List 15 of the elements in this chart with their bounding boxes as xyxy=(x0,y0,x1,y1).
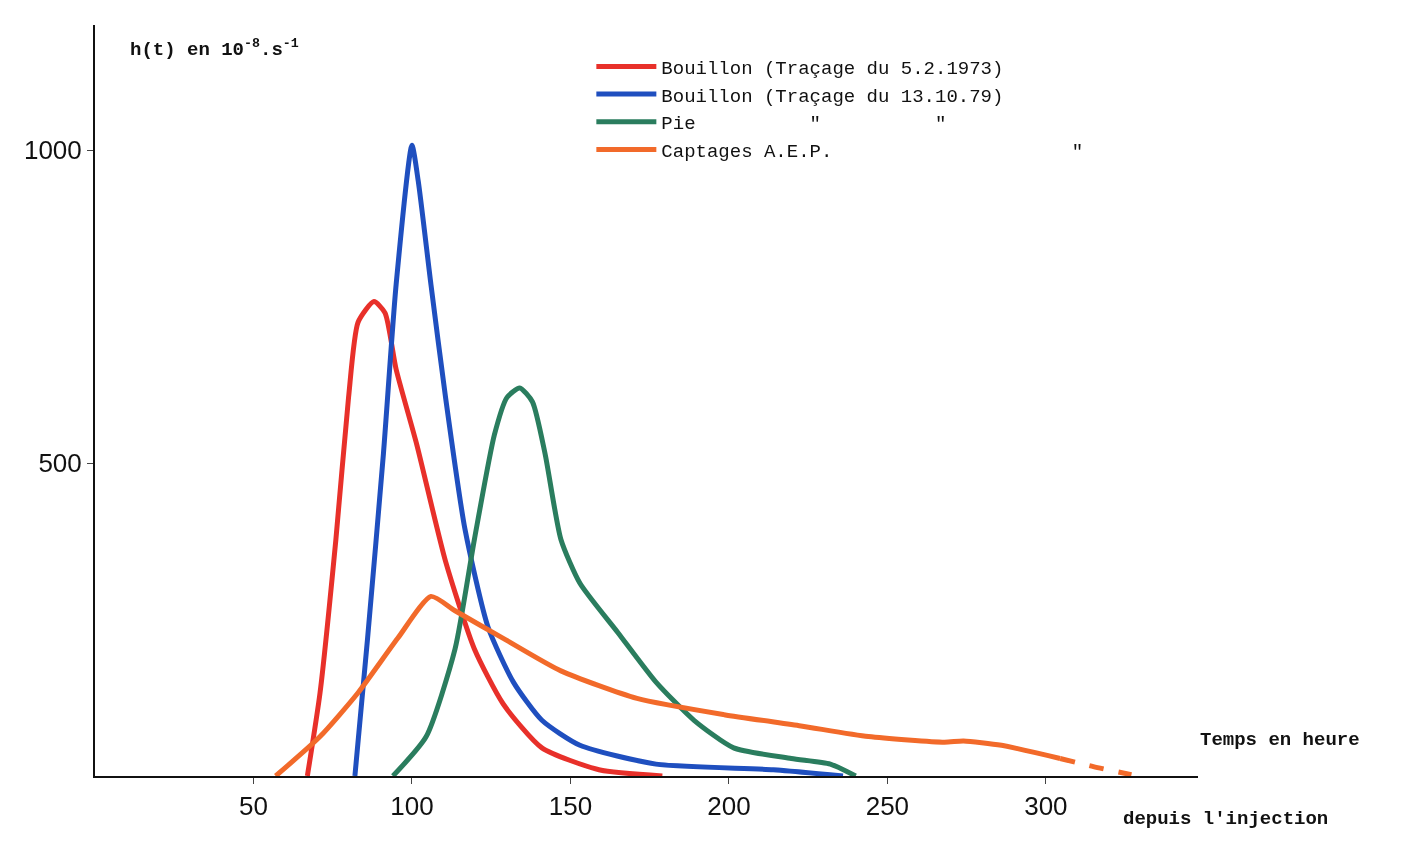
legend-label: Pie " " xyxy=(661,113,947,136)
x-tick-label: 50 xyxy=(239,791,268,822)
legend-label: Bouillon (Traçage du 5.2.1973) xyxy=(661,57,1004,80)
x-tick-label: 100 xyxy=(390,791,434,822)
x-tick-label: 200 xyxy=(707,791,751,822)
y-axis-title: h(t) en 10$^{-8}$.s$^{-1}$ xyxy=(130,36,299,61)
legend-label: Bouillon (Traçage du 13.10.79) xyxy=(661,85,1004,108)
x-axis-title: Temps en heure xyxy=(1200,729,1360,751)
x-tick-label: 250 xyxy=(865,791,910,822)
x-tick-label: 300 xyxy=(1024,791,1068,822)
y-tick-label: 500 xyxy=(38,448,82,479)
x-tick-label: 150 xyxy=(548,791,593,822)
y-tick-label: 1000 xyxy=(23,135,82,166)
text: depuis l'injection xyxy=(1123,808,1329,830)
legend-label: Captages A.E.P. " xyxy=(661,140,1084,163)
